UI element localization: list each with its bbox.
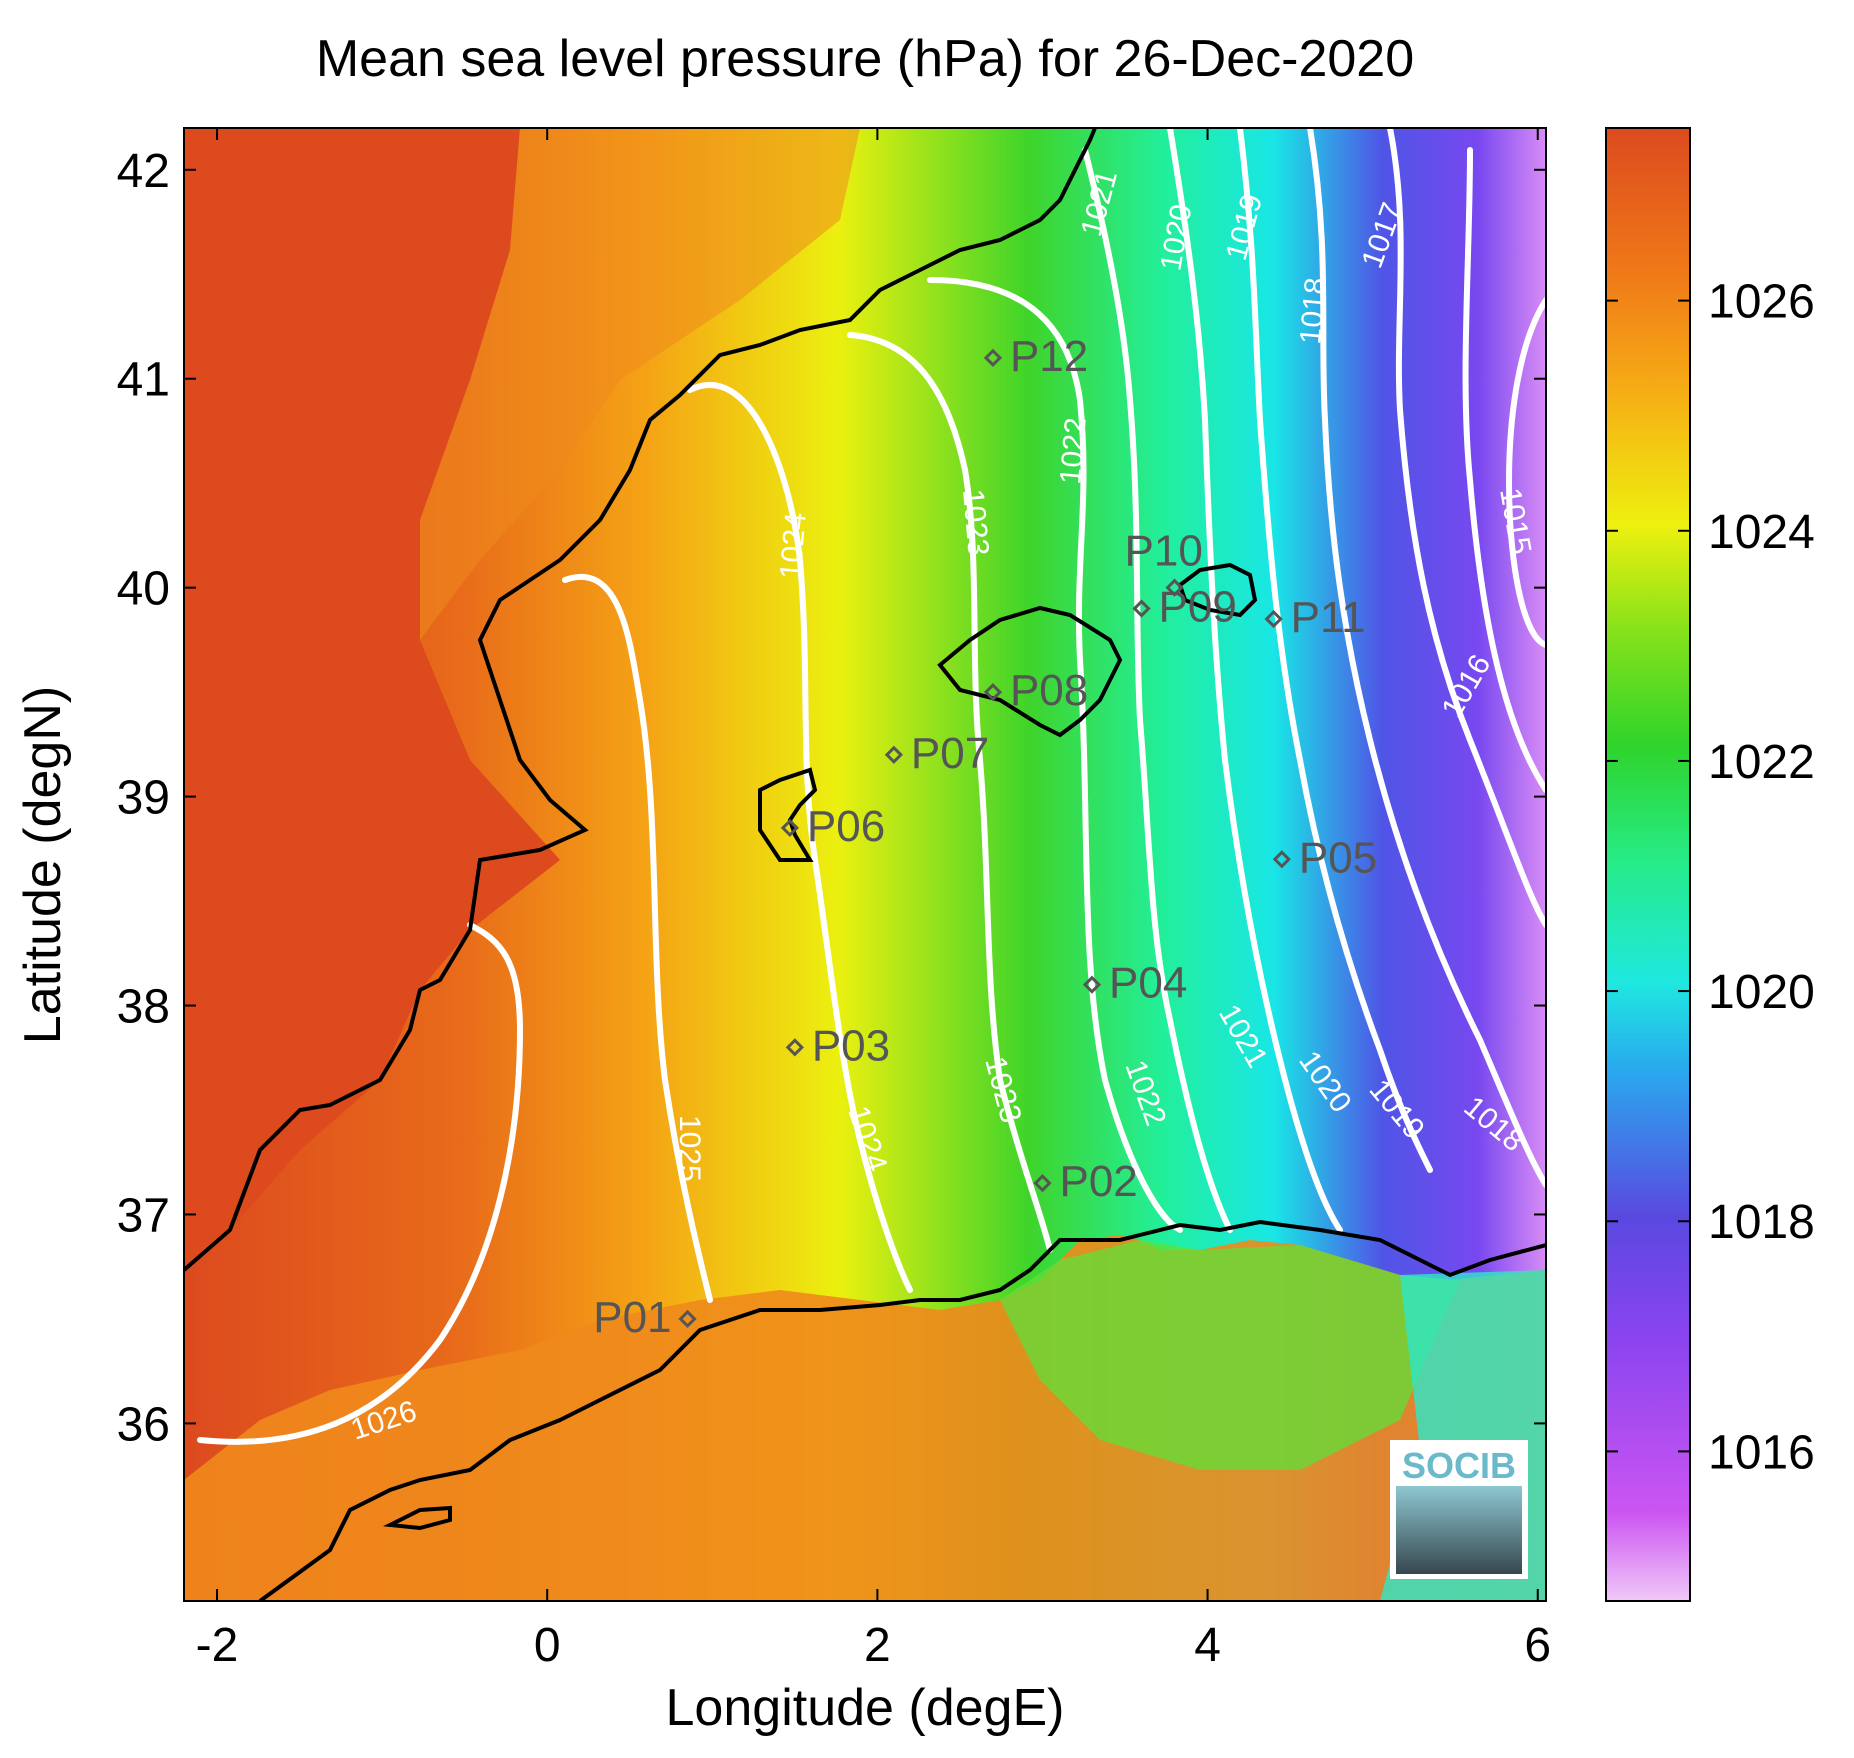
station-p05: P05 xyxy=(1272,833,1377,882)
station-label: P08 xyxy=(1010,666,1088,715)
colorbar-gradient xyxy=(1605,127,1691,1602)
station-marker xyxy=(1033,1174,1052,1193)
station-p03: P03 xyxy=(785,1021,890,1070)
plot-area: 1026 1025 1024 1024 1023 1023 1022 1022 … xyxy=(184,128,1546,1601)
x-tick-label: 6 xyxy=(1524,1619,1551,1672)
coastline-ibiza xyxy=(758,767,818,862)
x-axis: -2 0 2 4 6 xyxy=(196,128,1551,1672)
coastline-africa xyxy=(258,1219,1546,1601)
x-tick-label: -2 xyxy=(196,1619,239,1672)
station-marker xyxy=(785,1038,804,1057)
station-marker xyxy=(983,348,1003,367)
isobar-1022 xyxy=(927,277,1183,1233)
station-marker xyxy=(1272,850,1291,869)
isobar-label: 1018 xyxy=(1294,276,1333,345)
colorbar-tick-label: 1022 xyxy=(1708,736,1815,789)
isobar-label: 1023 xyxy=(956,488,995,557)
colorbar-tick-label: 1020 xyxy=(1708,966,1815,1019)
logo-image xyxy=(1396,1486,1522,1574)
isobar-1016 xyxy=(1462,147,1546,793)
y-tick-label: 37 xyxy=(117,1189,170,1242)
station-label: P05 xyxy=(1299,833,1377,882)
station-p04: P04 xyxy=(1082,959,1187,1008)
x-axis-title: Longitude (degE) xyxy=(666,1679,1065,1737)
isobar-label: 1022 xyxy=(1054,416,1093,485)
coastline-alboran-island xyxy=(382,1505,452,1531)
coastline-menorca xyxy=(1177,562,1258,618)
isobar-1020 xyxy=(1167,128,1343,1233)
plot-frame xyxy=(183,127,1547,1602)
station-marker xyxy=(1264,609,1283,629)
isobar-1019 xyxy=(1237,128,1433,1173)
isobar-1017 xyxy=(1387,128,1546,928)
coastlines xyxy=(184,128,1546,1601)
isobar-1016b xyxy=(1506,297,1546,648)
y-tick-label: 36 xyxy=(117,1398,170,1451)
isobar-1024 xyxy=(687,381,913,1293)
station-p11: P11 xyxy=(1264,593,1366,642)
station-label: P02 xyxy=(1059,1157,1137,1206)
station-label: P04 xyxy=(1109,959,1187,1008)
station-p10: P10 xyxy=(1125,527,1203,597)
station-label: P07 xyxy=(911,729,989,778)
station-p06: P06 xyxy=(780,802,885,851)
isobar-label: 1024 xyxy=(774,511,813,580)
y-tick-label: 39 xyxy=(117,772,170,825)
station-label: P01 xyxy=(593,1293,671,1342)
iberia-coast-land xyxy=(420,128,860,640)
station-label: P12 xyxy=(1010,332,1088,381)
station-p02: P02 xyxy=(1033,1157,1138,1206)
station-label: P06 xyxy=(807,802,885,851)
colorbar-ticks: 1026 1024 1022 1020 1018 1016 xyxy=(1606,276,1815,1479)
colorbar: 1026 1024 1022 1020 1018 1016 xyxy=(1605,127,1815,1602)
y-tick-label: 38 xyxy=(117,981,170,1034)
station-marker xyxy=(1082,975,1102,994)
station-p08: P08 xyxy=(983,666,1088,715)
logo-text: SOCIB xyxy=(1402,1445,1516,1486)
station-marker xyxy=(1165,578,1184,597)
station-label: P11 xyxy=(1291,593,1366,642)
isobar-1018 xyxy=(1307,128,1546,1188)
station-p01: P01 xyxy=(593,1293,697,1342)
station-label: P10 xyxy=(1125,527,1203,576)
x-tick-label: 2 xyxy=(864,1619,891,1672)
africa-land-east xyxy=(1000,1240,1460,1470)
y-tick-label: 40 xyxy=(117,563,170,616)
station-label: P03 xyxy=(812,1021,890,1070)
station-marker xyxy=(780,818,800,838)
station-marker xyxy=(884,745,904,764)
isobar-1021 xyxy=(1082,147,1233,1233)
station-marker xyxy=(1132,599,1151,618)
socib-logo: SOCIB xyxy=(1390,1440,1528,1579)
x-tick-label: 0 xyxy=(534,1619,561,1672)
colorbar-tick-label: 1018 xyxy=(1708,1196,1815,1249)
station-marker xyxy=(983,683,1003,702)
isobars xyxy=(197,128,1546,1445)
isobar-label: 1025 xyxy=(673,1115,706,1182)
isobar-1026 xyxy=(197,922,524,1445)
y-axis-title: Latitude (degN) xyxy=(14,686,72,1044)
iberia-land xyxy=(184,128,560,1260)
isobar-1023 xyxy=(847,332,1053,1253)
coastline-spain xyxy=(184,128,1097,1272)
station-marker xyxy=(678,1309,697,1329)
isobar-1025 xyxy=(562,574,713,1303)
chart-title: Mean sea level pressure (hPa) for 26-Dec… xyxy=(316,30,1414,88)
y-tick-label: 41 xyxy=(117,354,170,407)
station-p07: P07 xyxy=(884,729,989,778)
y-tick-label: 42 xyxy=(117,145,170,198)
colorbar-tick-label: 1016 xyxy=(1708,1426,1815,1479)
colorbar-tick-label: 1026 xyxy=(1708,276,1815,329)
y-axis: 42 41 40 39 38 37 36 xyxy=(117,145,1546,1451)
station-p12: P12 xyxy=(983,332,1088,381)
x-tick-label: 4 xyxy=(1194,1619,1221,1672)
colorbar-tick-label: 1024 xyxy=(1708,506,1815,559)
coastline-mallorca xyxy=(937,605,1123,738)
